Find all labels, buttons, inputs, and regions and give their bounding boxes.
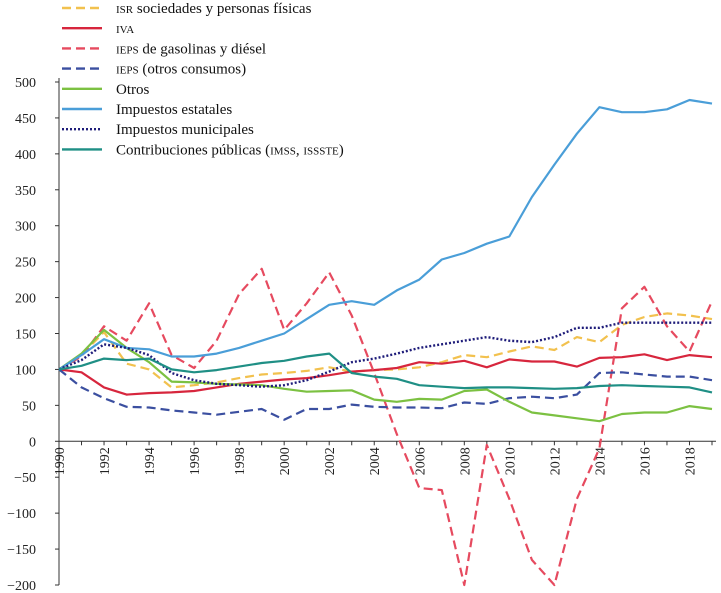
legend-item-6: Impuestos estatales [62,102,232,118]
legend-item-8: Contribuciones públicas (imss, issste) [62,142,344,158]
y-tick-label: 150 [15,328,36,343]
y-tick-label: 350 [15,184,36,199]
series-line-7 [58,321,712,388]
y-tick-label: −200 [7,579,36,593]
plot-area [58,98,714,587]
series-line-5 [58,328,713,423]
legend-label: iva [116,21,134,37]
legend-label: Otros [116,82,149,98]
series-line-6 [58,98,713,371]
legend-item-4: ieps (otros consumos) [62,62,246,78]
y-tick-label: 0 [29,435,36,450]
y-axis: 500450400350300250200150100500−50−100−15… [7,76,60,593]
y-tick-label: 300 [15,220,36,235]
legend: isr sociedades y personas físicas iva ieps… [62,1,344,158]
legend-item-5: Otros [62,82,149,98]
x-tick-label: 2016 [638,447,653,475]
legend-item-3: ieps de gasolinas y diésel [62,41,266,57]
y-tick-label: 500 [15,76,36,91]
x-tick-label: 2008 [458,447,473,475]
x-tick-label: 2010 [503,447,518,475]
legend-label: Impuestos estatales [116,102,232,118]
y-tick-label: −150 [7,543,36,558]
series-line-3 [58,267,714,587]
x-tick-label: 2014 [593,447,608,475]
x-axis: 1990 1992 1994 1996 1998 2000 2002 2004 2006 2008… [53,440,716,475]
y-tick-label: 250 [15,256,36,271]
x-tick-label: 1996 [188,447,203,475]
x-tick-label: 2000 [278,447,293,475]
legend-label: isr sociedades y personas físicas [116,1,312,17]
x-tick-label: 2012 [548,447,563,475]
x-tick-label: 1992 [98,447,113,475]
x-tick-label: 2018 [683,447,698,475]
legend-item-2: iva [62,21,134,37]
legend-label: ieps (otros consumos) [116,62,246,78]
series-line-2 [58,353,713,396]
x-tick-label: 1994 [143,447,158,475]
y-tick-label: 450 [15,112,36,127]
legend-item-7: Impuestos municipales [62,122,254,138]
series-line-8 [58,352,713,394]
y-tick-label: 200 [15,292,36,307]
y-tick-label: −50 [14,471,36,486]
y-tick-label: 400 [15,148,36,163]
x-tick-label: 1990 [53,447,68,475]
x-tick-label: 2006 [413,447,428,475]
series-line-4 [58,368,713,421]
legend-label: ieps de gasolinas y diésel [116,41,266,57]
y-tick-label: 50 [22,399,36,414]
legend-item-1: isr sociedades y personas físicas [62,1,312,17]
y-tick-label: 100 [15,363,36,378]
legend-label: Contribuciones públicas (imss, issste) [116,142,344,158]
x-tick-label: 2002 [323,447,338,475]
y-tick-label: −100 [7,507,36,522]
x-tick-label: 1998 [233,447,248,475]
x-tick-label: 2004 [368,447,383,475]
legend-label: Impuestos municipales [116,122,254,138]
